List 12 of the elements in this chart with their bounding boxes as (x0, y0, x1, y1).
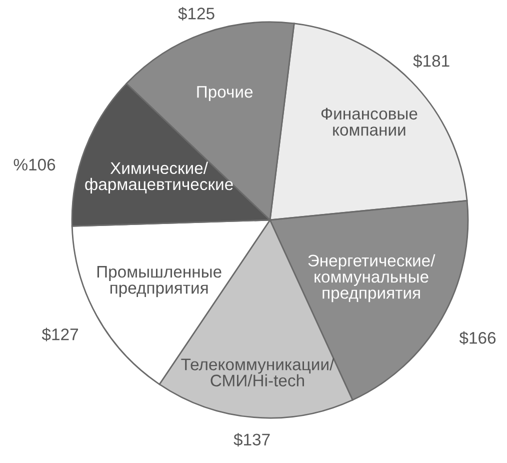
data-label: $125 (178, 6, 214, 20)
slice-label: Телекоммуникации/ СМИ/Hi-tech (181, 358, 334, 386)
slice-label: Финансовые компании (321, 108, 418, 136)
slice-label: Промышленные предприятия (97, 266, 222, 298)
data-label: $127 (42, 328, 78, 342)
data-label: %106 (14, 158, 56, 171)
data-label: $137 (234, 433, 270, 446)
slice-label: Энергетические/ коммунальные предприятия (308, 254, 436, 302)
data-label: $181 (413, 54, 450, 68)
data-label: $166 (459, 331, 496, 345)
slice-label: Химические/ фармацевтические (85, 162, 233, 194)
slice-label: Прочие (197, 86, 253, 102)
